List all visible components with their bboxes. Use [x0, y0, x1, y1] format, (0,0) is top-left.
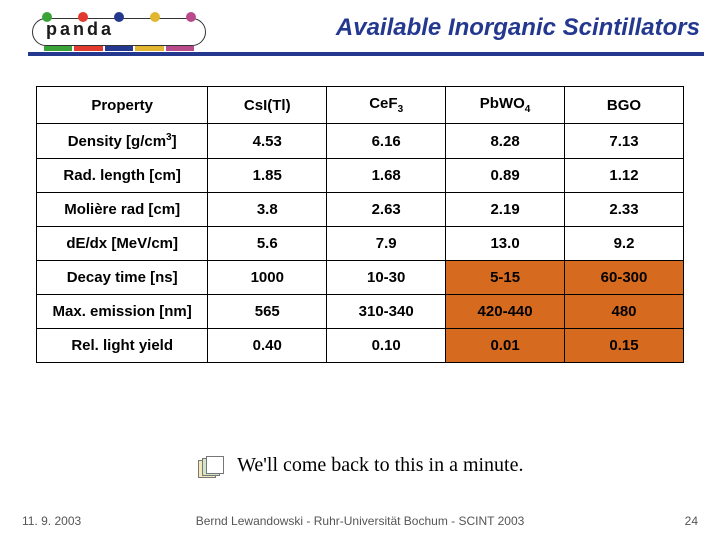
slide-title: Available Inorganic Scintillators [336, 14, 700, 42]
col-pbwo4: PbWO4 [446, 87, 565, 124]
col-cef3: CeF3 [327, 87, 446, 124]
table-cell: 4.53 [208, 124, 327, 159]
col-bgo: BGO [565, 87, 684, 124]
table-cell: 480 [565, 295, 684, 329]
table-cell: 310-340 [327, 295, 446, 329]
table-cell: 5.6 [208, 227, 327, 261]
table-body: Density [g/cm3]4.536.168.287.13Rad. leng… [37, 124, 684, 363]
table-cell: 5-15 [446, 261, 565, 295]
table-cell: 420-440 [446, 295, 565, 329]
row-label: dE/dx [MeV/cm] [37, 227, 208, 261]
logo-text: panda [46, 19, 114, 40]
col-property: Property [37, 87, 208, 124]
footer-center: Bernd Lewandowski - Ruhr-Universität Boc… [22, 514, 698, 528]
table-cell: 3.8 [208, 193, 327, 227]
row-label: Rel. light yield [37, 329, 208, 363]
table-cell: 0.10 [327, 329, 446, 363]
col-csitl: CsI(Tl) [208, 87, 327, 124]
logo-bar [166, 46, 194, 51]
table-cell: 1000 [208, 261, 327, 295]
title-underline [28, 52, 704, 56]
table-cell: 60-300 [565, 261, 684, 295]
row-label: Rad. length [cm] [37, 159, 208, 193]
table-head: Property CsI(Tl) CeF3 PbWO4 BGO [37, 87, 684, 124]
logo-bar [74, 46, 102, 51]
table-cell: 10-30 [327, 261, 446, 295]
row-label: Molière rad [cm] [37, 193, 208, 227]
logo-underbars [44, 46, 194, 51]
logo-bar [105, 46, 133, 51]
col-cef3-sub: 3 [398, 104, 404, 115]
table-cell: 565 [208, 295, 327, 329]
table-row: Max. emission [nm]565310-340420-440480 [37, 295, 684, 329]
table-cell: 0.40 [208, 329, 327, 363]
table-cell: 2.63 [327, 193, 446, 227]
table-cell: 0.15 [565, 329, 684, 363]
col-cef3-base: CeF [369, 95, 397, 112]
table-row: Density [g/cm3]4.536.168.287.13 [37, 124, 684, 159]
properties-table: Property CsI(Tl) CeF3 PbWO4 BGO Density … [36, 86, 684, 363]
table-row: Rel. light yield0.400.100.010.15 [37, 329, 684, 363]
row-label: Max. emission [nm] [37, 295, 208, 329]
table-cell: 2.33 [565, 193, 684, 227]
table-cell: 0.89 [446, 159, 565, 193]
table-cell: 6.16 [327, 124, 446, 159]
col-pbwo4-base: PbWO [480, 95, 525, 112]
table-cell: 13.0 [446, 227, 565, 261]
pages-icon [196, 456, 222, 476]
table-cell: 7.9 [327, 227, 446, 261]
table-cell: 7.13 [565, 124, 684, 159]
table-cell: 1.68 [327, 159, 446, 193]
panda-logo: panda [32, 12, 212, 52]
logo-bar [135, 46, 163, 51]
table-header-row: Property CsI(Tl) CeF3 PbWO4 BGO [37, 87, 684, 124]
table-cell: 0.01 [446, 329, 565, 363]
table-cell: 1.85 [208, 159, 327, 193]
table-row: Rad. length [cm]1.851.680.891.12 [37, 159, 684, 193]
table-row: Molière rad [cm]3.82.632.192.33 [37, 193, 684, 227]
table-cell: 8.28 [446, 124, 565, 159]
logo-dot [114, 12, 124, 22]
footer-page: 24 [685, 514, 698, 528]
table-cell: 9.2 [565, 227, 684, 261]
header: panda Available Inorganic Scintillators [0, 0, 720, 64]
row-label: Decay time [ns] [37, 261, 208, 295]
logo-dot [150, 12, 160, 22]
table-cell: 2.19 [446, 193, 565, 227]
row-label: Density [g/cm3] [37, 124, 208, 159]
table-row: Decay time [ns]100010-305-1560-300 [37, 261, 684, 295]
slide: panda Available Inorganic Scintillators … [0, 0, 720, 540]
table-row: dE/dx [MeV/cm]5.67.913.09.2 [37, 227, 684, 261]
col-pbwo4-sub: 4 [525, 104, 531, 115]
note-text: We'll come back to this in a minute. [237, 454, 523, 476]
note-line: We'll come back to this in a minute. [0, 454, 720, 477]
logo-bar [44, 46, 72, 51]
table-cell: 1.12 [565, 159, 684, 193]
logo-dot [186, 12, 196, 22]
